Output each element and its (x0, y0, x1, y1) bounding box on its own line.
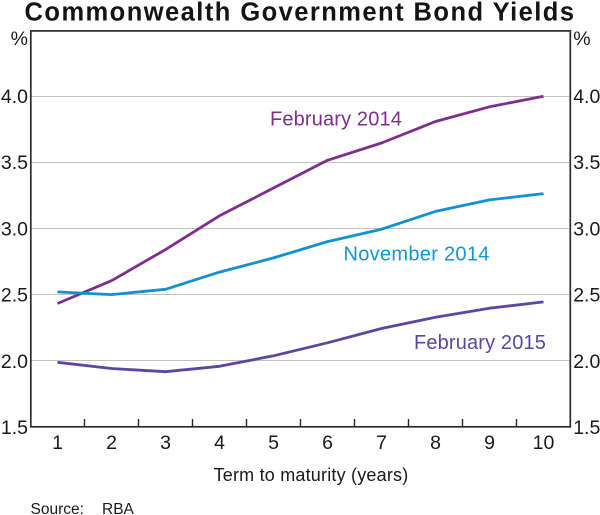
svg-text:November 2014: November 2014 (344, 244, 490, 266)
svg-text:2: 2 (106, 432, 117, 454)
svg-text:Term to maturity (years): Term to maturity (years) (214, 465, 409, 485)
svg-text:Commonwealth Government Bond Y: Commonwealth Government Bond Yields (25, 0, 576, 27)
svg-text:2.0: 2.0 (1, 351, 28, 373)
svg-text:2.5: 2.5 (573, 285, 600, 307)
svg-text:1.5: 1.5 (573, 417, 600, 439)
svg-text:2.5: 2.5 (1, 285, 28, 307)
svg-text:4.0: 4.0 (1, 86, 28, 108)
svg-text:3.5: 3.5 (1, 152, 28, 174)
svg-text:6: 6 (322, 432, 333, 454)
svg-text:February 2014: February 2014 (270, 109, 402, 131)
svg-text:10: 10 (533, 432, 555, 454)
svg-text:9: 9 (484, 432, 495, 454)
svg-text:RBA: RBA (102, 501, 135, 515)
svg-text:3.0: 3.0 (1, 218, 28, 240)
svg-text:3.5: 3.5 (573, 152, 600, 174)
svg-text:1: 1 (52, 432, 63, 454)
svg-text:February 2015: February 2015 (414, 332, 546, 354)
svg-text:8: 8 (430, 432, 441, 454)
svg-text:4.0: 4.0 (573, 86, 600, 108)
svg-text:3.0: 3.0 (573, 218, 600, 240)
svg-text:1.5: 1.5 (1, 417, 28, 439)
svg-text:%: % (573, 28, 590, 50)
svg-text:%: % (11, 28, 28, 50)
svg-text:Source:: Source: (31, 501, 84, 515)
svg-text:2.0: 2.0 (573, 351, 600, 373)
svg-text:4: 4 (214, 432, 225, 454)
svg-text:3: 3 (160, 432, 171, 454)
svg-text:7: 7 (376, 432, 387, 454)
svg-text:5: 5 (268, 432, 279, 454)
